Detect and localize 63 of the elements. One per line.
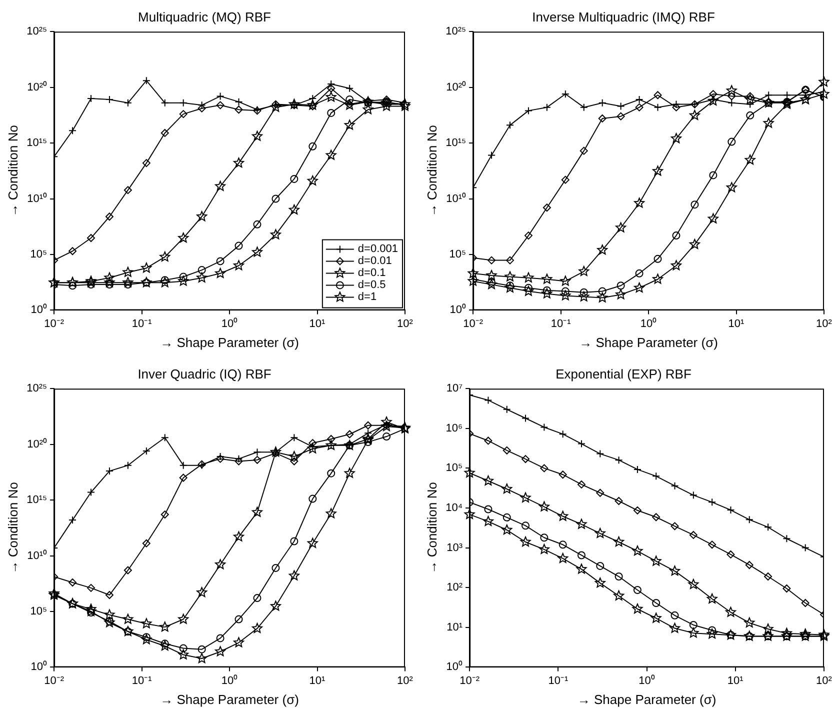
x-tick-label: 10⁻¹ (132, 674, 152, 687)
y-tick-label: 10¹⁰ (446, 192, 466, 205)
x-tick-label: 10¹ (727, 674, 744, 687)
y-tick-label: 10¹⁵ (446, 137, 466, 150)
x-tick-label: 10² (816, 318, 832, 330)
y-tick-label: 10⁵ (446, 462, 463, 474)
x-axis-title: → Shape Parameter (σ) (577, 692, 716, 707)
y-tick-label: 10⁵ (30, 606, 48, 618)
y-tick-label: 10²⁵ (26, 26, 48, 38)
chart-title: Inverse Multiquadric (IMQ) RBF (532, 9, 715, 24)
y-tick-label: 10⁴ (446, 502, 463, 514)
x-tick-label: 10¹ (309, 674, 326, 687)
y-axis-title: → Condition No (424, 125, 440, 217)
x-tick-label: 10⁻¹ (548, 674, 568, 687)
x-tick-label: 10² (397, 318, 414, 330)
legend-label: d=0.1 (358, 267, 386, 280)
chart-title: Exponential (EXP) RBF (556, 366, 692, 382)
y-tick-label: 10²⁰ (27, 80, 48, 94)
x-axis-title: → Shape Parameter (σ) (160, 334, 299, 350)
x-tick-label: 10² (816, 674, 832, 687)
y-tick-label: 10²⁰ (27, 437, 48, 450)
y-tick-label: 10¹⁰ (27, 192, 48, 205)
x-tick-label: 10¹ (728, 318, 745, 330)
y-tick-label: 10⁶ (446, 422, 463, 434)
x-tick-label: 10¹ (309, 318, 326, 330)
chart-title: Inver Quadric (IQ) RBF (138, 366, 272, 382)
y-tick-label: 10⁵ (30, 248, 48, 261)
y-tick-label: 10² (446, 582, 463, 594)
x-tick-label: 10⁻² (463, 318, 484, 330)
x-tick-label: 10⁰ (221, 674, 238, 687)
legend-label: d=1 (358, 291, 377, 304)
x-tick-label: 10⁻¹ (550, 318, 572, 330)
y-tick-label: 10¹⁰ (27, 548, 48, 562)
y-tick-label: 10⁰ (446, 660, 463, 674)
chart-title: Multiquadric (MQ) RBF (138, 9, 272, 24)
x-tick-label: 10⁻² (460, 674, 480, 687)
y-tick-label: 10¹⁵ (26, 137, 48, 150)
x-tick-label: 10⁻¹ (132, 318, 152, 330)
y-tick-label: 10¹ (446, 621, 463, 634)
y-tick-label: 10²⁰ (446, 80, 466, 94)
y-axis-title: → Condition No (5, 125, 20, 217)
x-tick-label: 10⁻² (44, 674, 64, 687)
y-tick-label: 10⁰ (450, 303, 466, 316)
y-tick-label: 10⁷ (446, 382, 463, 395)
legend-label: d=0.5 (358, 279, 386, 292)
y-tick-label: 10⁵ (449, 248, 466, 261)
legend-label: d=0.01 (358, 255, 392, 268)
legend-label: d=0.001 (358, 243, 398, 256)
y-tick-label: 10⁰ (30, 660, 48, 674)
x-axis-title: → Shape Parameter (σ) (160, 692, 299, 707)
y-axis-title: → Condition No (424, 482, 440, 574)
x-tick-label: 10⁰ (640, 316, 657, 330)
y-tick-label: 10³ (446, 542, 463, 554)
x-axis-title: → Shape Parameter (σ) (579, 334, 718, 350)
y-tick-label: 10²⁵ (26, 382, 48, 395)
y-tick-label: 10⁰ (30, 303, 48, 316)
y-tick-label: 10¹⁵ (26, 494, 48, 506)
x-tick-label: 10⁰ (221, 316, 238, 330)
y-tick-label: 10²⁵ (446, 26, 466, 38)
x-tick-label: 10² (397, 674, 414, 687)
x-tick-label: 10⁰ (638, 674, 655, 687)
y-axis-title: → Condition No (5, 482, 20, 574)
x-tick-label: 10⁻² (44, 318, 64, 330)
